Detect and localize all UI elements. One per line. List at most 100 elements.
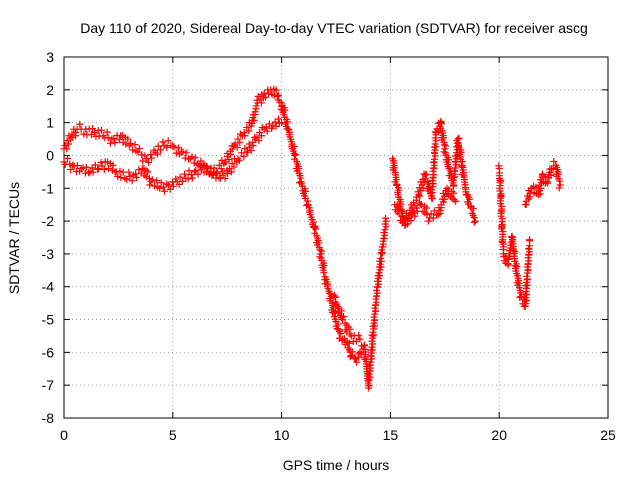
data-point — [541, 173, 549, 181]
data-points — [60, 85, 564, 392]
data-point — [184, 175, 192, 183]
data-point — [153, 150, 161, 158]
data-point — [109, 161, 117, 169]
data-point — [497, 177, 505, 185]
data-point — [372, 301, 380, 309]
data-point — [67, 135, 75, 143]
data-point — [547, 171, 555, 179]
data-point — [556, 177, 564, 185]
data-point — [235, 157, 243, 165]
data-point — [238, 149, 246, 157]
data-point — [450, 173, 458, 181]
data-point — [440, 195, 448, 203]
data-point — [164, 181, 172, 189]
data-point — [106, 139, 114, 147]
data-point — [371, 310, 379, 318]
data-point — [450, 196, 458, 204]
data-point — [524, 254, 532, 262]
data-point — [191, 154, 199, 162]
x-tick-label: 5 — [169, 427, 177, 443]
data-point — [373, 292, 381, 300]
data-point — [103, 128, 111, 136]
data-point — [428, 195, 436, 203]
data-point — [441, 145, 449, 153]
data-point — [458, 162, 466, 170]
plot-frame — [63, 56, 609, 419]
data-point — [449, 182, 457, 190]
data-point — [260, 89, 268, 97]
data-point — [262, 93, 270, 101]
data-point — [450, 189, 458, 197]
data-point — [61, 142, 69, 150]
data-point — [257, 99, 265, 107]
data-point — [312, 225, 320, 233]
data-point — [63, 154, 71, 162]
data-point — [138, 151, 146, 159]
data-point — [250, 116, 258, 124]
data-point — [190, 159, 198, 167]
data-point — [139, 157, 147, 165]
data-point — [157, 179, 165, 187]
data-point — [380, 229, 388, 237]
x-tick-label: 0 — [60, 427, 68, 443]
data-point — [370, 331, 378, 339]
data-point — [66, 160, 74, 168]
data-point — [498, 223, 506, 231]
data-point — [207, 165, 215, 173]
data-point — [240, 128, 248, 136]
data-point — [455, 134, 463, 142]
y-tick-label: -1 — [42, 180, 55, 196]
data-point — [132, 170, 140, 178]
data-point — [377, 257, 385, 265]
data-point — [224, 170, 232, 178]
data-point — [442, 142, 450, 150]
data-point — [97, 158, 105, 166]
data-point — [159, 183, 167, 191]
data-point — [402, 210, 410, 218]
data-point — [522, 200, 530, 208]
data-point — [469, 205, 477, 213]
y-tick-label: -3 — [42, 246, 55, 262]
chart-title: Day 110 of 2020, Sidereal Day-to-day VTE… — [80, 20, 588, 36]
data-point — [391, 164, 399, 172]
data-point — [523, 281, 531, 289]
data-point — [154, 142, 162, 150]
data-point — [495, 162, 503, 170]
data-point — [366, 367, 374, 375]
data-point — [440, 134, 448, 142]
y-tick-label: -2 — [42, 213, 55, 229]
data-point — [263, 127, 271, 135]
data-point — [428, 183, 436, 191]
data-point — [245, 127, 253, 135]
data-point — [197, 166, 205, 174]
data-point — [339, 312, 347, 320]
data-point — [175, 180, 183, 188]
data-point — [352, 355, 360, 363]
data-point — [544, 179, 552, 187]
data-point — [413, 204, 421, 212]
data-point — [356, 335, 364, 343]
data-point — [230, 163, 238, 171]
data-point — [445, 156, 453, 164]
data-point — [90, 128, 98, 136]
y-tick-label: -8 — [42, 410, 55, 426]
data-point — [218, 168, 226, 176]
data-point — [80, 130, 88, 138]
data-point — [432, 137, 440, 145]
data-point — [410, 209, 418, 217]
data-point — [128, 177, 136, 185]
data-point — [170, 143, 178, 151]
data-point — [278, 119, 286, 127]
data-point — [451, 167, 459, 175]
data-point — [114, 172, 122, 180]
data-point — [331, 293, 339, 301]
data-point — [159, 138, 167, 146]
data-point — [230, 142, 238, 150]
y-tick-label: 1 — [46, 115, 54, 131]
data-point — [422, 170, 430, 178]
data-point — [228, 145, 236, 153]
data-point — [306, 206, 314, 214]
data-point — [555, 184, 563, 192]
data-point — [274, 91, 282, 99]
